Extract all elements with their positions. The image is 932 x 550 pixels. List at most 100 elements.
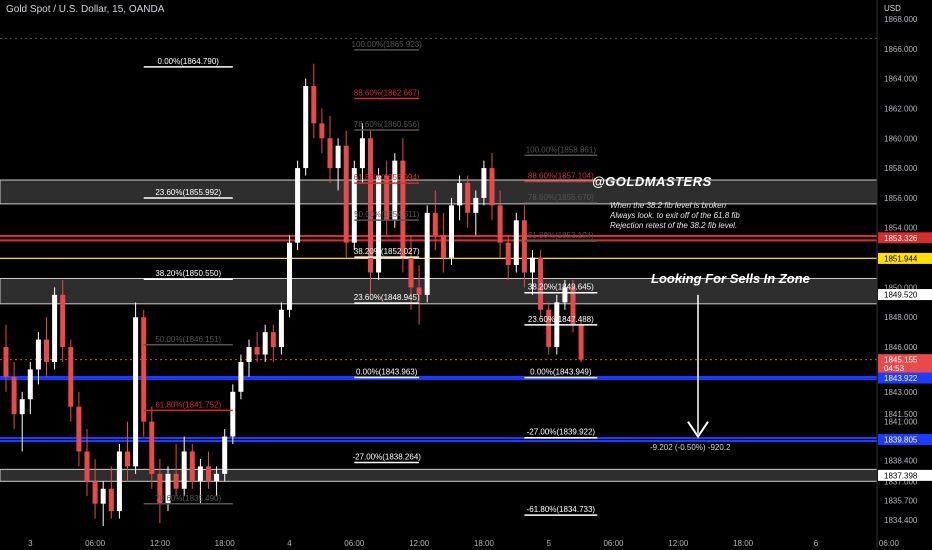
y-tick-label: 1868.000 [884,15,918,24]
fib-level-label: 61.80%(1856.994) [354,173,420,182]
fib-level-label: 38.20%(1849.645) [528,283,594,292]
candle-body [408,257,414,288]
candle-body [52,294,58,362]
x-tick-label: 06:00 [344,539,365,548]
candle-body [222,436,228,474]
fib-level-label: 50.00%(1854.511) [354,210,420,219]
candle-body [481,168,487,198]
y-tick-label: 1860.000 [884,134,918,143]
price-badge-label: 1837.398 [884,471,918,480]
candle-body [84,451,90,482]
fib-level-label: 78.60%(1835.490) [155,494,221,503]
y-tick-label: 1843.000 [884,388,918,397]
candle-body [570,287,576,325]
candle-body [173,473,179,489]
candle-body [359,138,365,169]
fib-level-label: 23.60%(1848.945) [354,293,420,302]
candle-body [376,175,382,273]
candle-body [254,347,260,355]
fib-level-label: 61.80%(1853.104) [528,231,594,240]
candle-body [449,205,454,258]
y-tick-label: 1854.000 [884,224,918,233]
candle-body [125,451,130,467]
candle-body [230,391,236,437]
x-tick-label: 12:00 [409,539,430,548]
fib-level-label: -27.00%(1838.264) [352,452,421,461]
candle-body [457,183,463,206]
sell-zone-band [0,277,878,305]
candle-body [149,421,155,474]
x-tick-label: 18:00 [733,539,754,548]
price-badge [878,232,932,244]
candle-body [197,466,203,482]
y-tick-label: 1856.000 [884,194,918,203]
y-tick-label: 1848.000 [884,313,918,322]
fib-level-label: 88.60%(1862.667) [354,88,420,97]
candle-body [262,332,268,355]
candle-body [392,160,398,221]
candle-body [432,212,438,236]
y-tick-label: 1841.500 [884,410,918,419]
x-tick-label: 5 [546,539,551,548]
price-badge-label: 1853.326 [884,234,918,243]
candle-body [578,324,584,360]
candle-body [546,309,552,348]
candle-body [35,339,41,370]
candle-body [3,347,9,377]
fib-level-label: 88.60%(1857.104) [528,171,594,180]
x-tick-label: 4 [287,539,292,548]
candle-body [27,369,33,400]
candle-body [92,481,98,504]
y-tick-label: 1862.000 [884,104,918,113]
x-tick-label: 06:00 [879,539,900,548]
candle-body [327,138,333,169]
sell-zone-band [0,179,878,205]
candle-body [76,406,82,452]
price-badge [878,354,932,366]
candle-body [521,220,527,273]
fib-level-label: 50.00%(1846.151) [155,335,221,344]
y-tick-label: 1864.000 [884,75,918,84]
y-tick-label: 1858.000 [884,164,918,173]
y-tick-label: 1837.000 [884,477,918,486]
price-badge-label: 1839.805 [884,435,918,444]
fib-level-label: 61.80%(1841.752) [155,400,221,409]
candle-body [416,287,422,295]
y-tick-label: 1850.000 [884,283,918,292]
candle-body [189,451,195,482]
candle-body [44,339,49,362]
price-badge [878,469,932,481]
price-badge-label: 1851.944 [884,254,918,263]
strategy-note: When the 38.2 fib level is broken Always… [610,201,740,231]
fib-level-label: 78.60%(1860.556) [354,120,420,129]
candle-body [214,473,220,482]
candle-body [465,183,471,213]
candle-body [133,317,139,467]
candle-body [497,205,503,243]
price-badge [878,252,932,264]
candle-body [278,309,284,348]
candle-body [530,257,535,273]
fib-level-label: 78.60%(1855.670) [528,193,594,202]
x-tick-label: 12:00 [668,539,689,548]
measure-label: -9.202 (-0.50%) -920.2 [650,443,731,452]
x-tick-label: 3 [28,539,33,548]
candle-body [311,86,317,124]
fib-level-label: -27.00%(1839.922) [527,428,596,437]
candle-body [351,168,357,243]
y-tick-label: 1866.000 [884,45,918,54]
candle-body [11,376,17,415]
brand-watermark: @GOLDMASTERS [592,174,712,189]
y-tick-label: 1835.700 [884,497,918,506]
candle-body [68,347,74,407]
candle-body [489,168,495,206]
price-badge [878,362,932,374]
fib-level-label: -61.80%(1834.733) [527,505,596,514]
candle-body [440,235,446,258]
candle-body [368,138,373,273]
sell-zone-band [0,468,878,482]
candle-body [384,175,390,221]
note-line: Rejection retest of the 38.2 fib level. [610,221,738,230]
price-badge [878,433,932,445]
